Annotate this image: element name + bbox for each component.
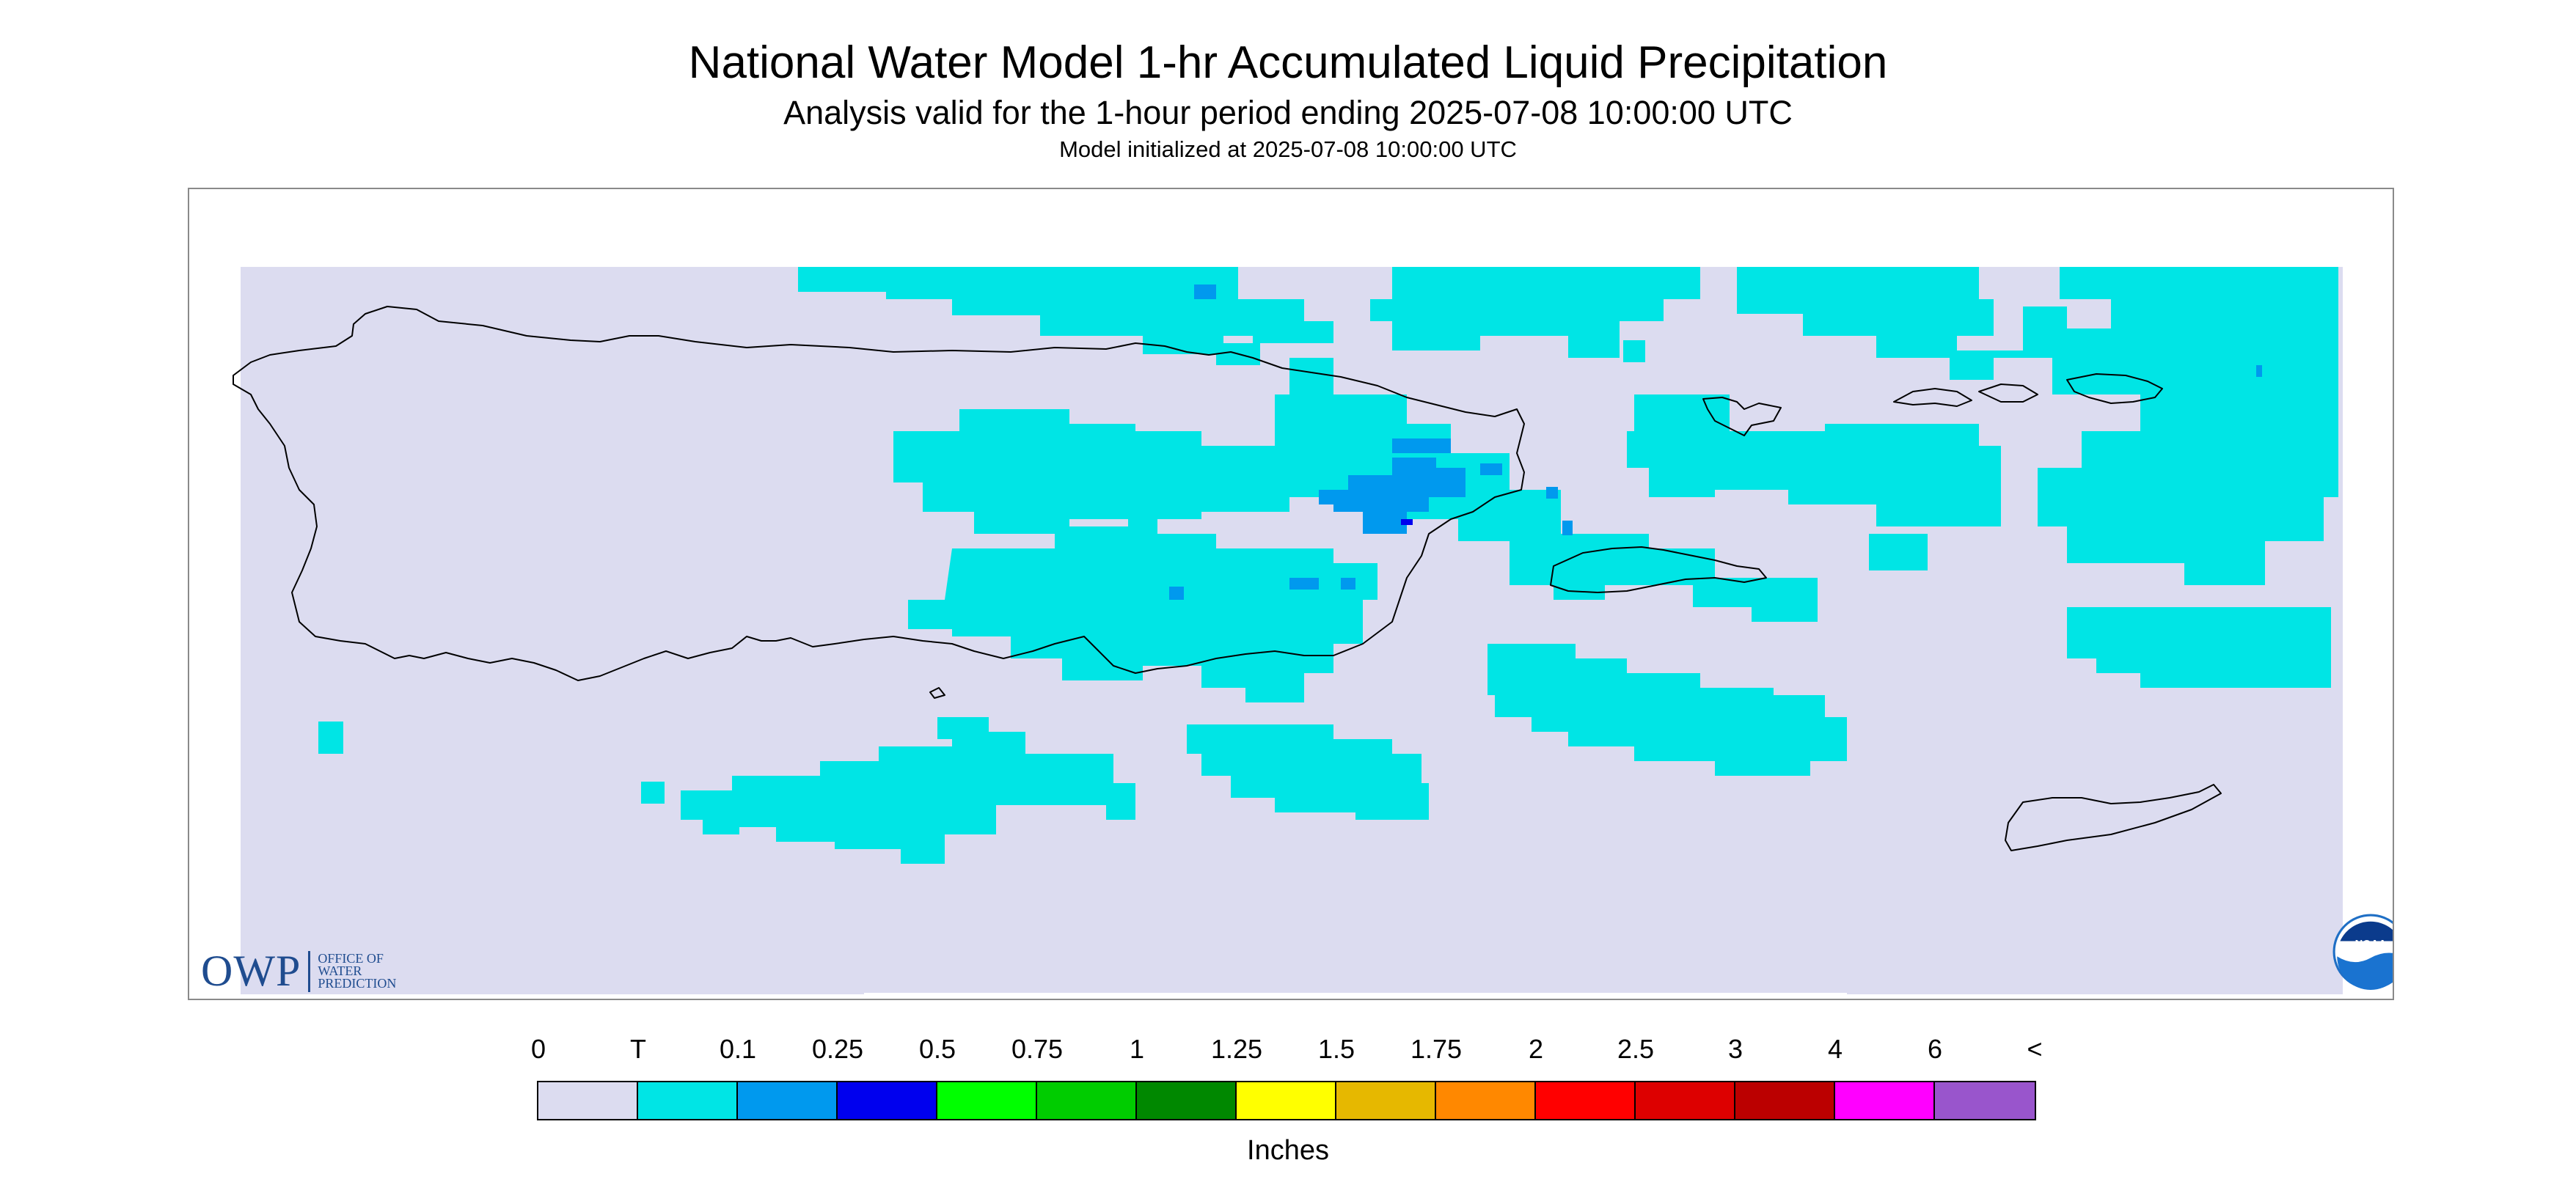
owp-line-2: WATER — [318, 963, 362, 978]
legend-label: 2.5 — [1617, 1034, 1655, 1064]
trace-area-southeast-oval — [1488, 644, 1847, 776]
legend-swatch — [1336, 1082, 1436, 1119]
legend-swatch — [1735, 1082, 1835, 1119]
legend-label: < — [2027, 1034, 2043, 1064]
coastline-st-john — [1978, 383, 2038, 403]
trace-precipitation-areas — [318, 267, 2338, 864]
legend-label: 0 — [530, 1034, 546, 1064]
owp-logo: OWP OFFICE OF WATER PREDICTION — [201, 946, 396, 996]
trace-area-north-mid — [1370, 267, 1700, 358]
legend-label: 1.5 — [1317, 1034, 1355, 1064]
legend-swatch — [638, 1082, 738, 1119]
legend-label: 0.5 — [918, 1034, 956, 1064]
legend-label: 3 — [1727, 1034, 1743, 1064]
legend-units: Inches — [1247, 1135, 1329, 1166]
legend-swatch — [738, 1082, 838, 1119]
legend-swatch — [538, 1082, 638, 1119]
precipitation-map — [233, 267, 2343, 999]
light-area-6 — [1341, 578, 1355, 590]
trace-area-far-east — [1950, 267, 2338, 585]
legend-labels: 0 T 0.1 0.25 0.5 0.75 1 1.25 1.5 1.75 2 2.5 3 4 6 < — [0, 1034, 2576, 1071]
trace-area-west-tiny — [318, 722, 343, 754]
light-area-3 — [1480, 463, 1502, 475]
light-area-4 — [1546, 487, 1558, 499]
legend-label: 1 — [1129, 1034, 1145, 1064]
trace-area-northeast — [1737, 267, 1994, 358]
coastline-st-croix — [2005, 784, 2222, 851]
coastline-culebra — [1702, 397, 1782, 436]
legend-swatch — [1037, 1082, 1137, 1119]
trace-area-rightmost — [2067, 607, 2111, 658]
legend-label: 0.75 — [1011, 1034, 1064, 1064]
model-init-line: Model initialized at 2025-07-08 10:00:00… — [1059, 136, 1517, 162]
legend-label: 1.75 — [1410, 1034, 1463, 1064]
trace-area-south-tiny2 — [641, 782, 665, 804]
trace-area-east-small — [1869, 534, 1928, 570]
light-area-5 — [1289, 578, 1319, 590]
map-title: National Water Model 1-hr Accumulated Li… — [688, 37, 1888, 88]
trace-area-small-north — [1623, 340, 1645, 362]
coastline-tortola — [2066, 373, 2163, 404]
legend-swatch — [1636, 1082, 1735, 1119]
moderate-precip-cell — [1401, 519, 1413, 525]
light-area-2 — [1392, 438, 1451, 453]
legend-label: 0.1 — [719, 1034, 757, 1064]
light-area-8 — [1194, 285, 1216, 299]
coastline-puerto-rico — [233, 306, 1525, 681]
legend-swatch — [937, 1082, 1037, 1119]
legend-label: 4 — [1827, 1034, 1843, 1064]
light-area-1 — [1319, 458, 1466, 534]
legend-swatch — [1835, 1082, 1935, 1119]
light-area-7 — [1169, 587, 1184, 600]
trace-area-southeast — [2096, 607, 2331, 688]
trace-area-east-center — [1627, 394, 2001, 526]
coastline-desecheo — [929, 687, 945, 699]
legend-label: 1.25 — [1210, 1034, 1263, 1064]
coastline-st-thomas — [1893, 388, 1972, 407]
owp-logo-divider — [308, 950, 311, 992]
trace-area-south-tiny1 — [937, 717, 989, 739]
map-domain-gap — [864, 993, 1847, 999]
trace-area-south-west — [681, 732, 1135, 864]
legend-swatch — [1436, 1082, 1536, 1119]
light-area-9 — [1562, 521, 1573, 535]
noaa-logo: NOAA — [2332, 914, 2393, 990]
light-area-10 — [2256, 365, 2262, 377]
legend-label: T — [630, 1034, 646, 1064]
legend-swatch — [1137, 1082, 1237, 1119]
legend-swatch — [1935, 1082, 2035, 1119]
legend-label: 6 — [1927, 1034, 1943, 1064]
legend-label: 0.25 — [811, 1034, 864, 1064]
light-precip-areas — [1169, 285, 2262, 600]
legend-swatch — [1536, 1082, 1636, 1119]
owp-full-name: OFFICE OF WATER PREDICTION — [318, 952, 396, 990]
legend-label: 2 — [1528, 1034, 1544, 1064]
map-frame: OWP OFFICE OF WATER PREDICTION NOAA — [188, 188, 2394, 1000]
legend-swatch — [838, 1082, 937, 1119]
noaa-logo-text: NOAA — [2355, 939, 2387, 950]
coastlines — [233, 306, 2222, 851]
coastline-vieques — [1550, 546, 1767, 593]
owp-abbrev: OWP — [201, 947, 301, 995]
map-subtitle: Analysis valid for the 1-hour period end… — [783, 94, 1793, 131]
legend-colorbar — [537, 1081, 2036, 1120]
trace-area-south-central — [908, 526, 1377, 702]
legend-swatch — [1237, 1082, 1336, 1119]
owp-line-1: OFFICE OF — [318, 951, 384, 966]
trace-area-south-mid — [1187, 724, 1429, 820]
owp-line-3: PREDICTION — [318, 976, 397, 991]
